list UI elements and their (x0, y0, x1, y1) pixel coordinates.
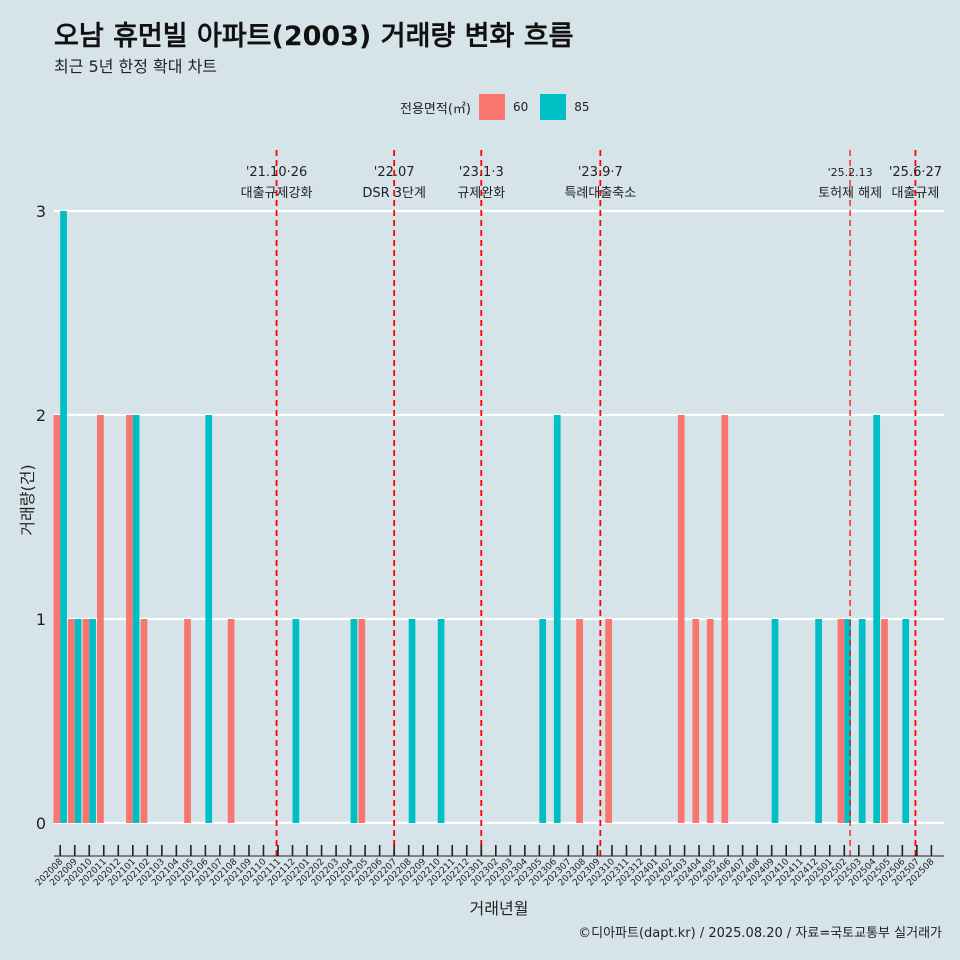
event-label: 특례대출축소 (564, 186, 636, 201)
y-axis-label: 거래량(건) (18, 464, 37, 535)
event-date: '25.6·27 (889, 165, 942, 180)
bar-85-202008 (60, 211, 67, 823)
event-date: '25.2.13 (828, 166, 873, 179)
bar-60-202101 (126, 415, 133, 823)
bar-60-202205 (358, 619, 366, 823)
event-date: '23.9·7 (578, 165, 623, 180)
y-tick-label: 1 (36, 610, 46, 629)
event-lines: '21.10·26 대출규제강화 '22.07 DSR 3단계 '23.1·3 규제완화 '… (241, 150, 942, 856)
bar-85-202204 (350, 619, 358, 823)
event-label: 토허제 해제 (818, 186, 882, 201)
bar-60-202406 (721, 415, 729, 823)
bar-85-202208 (408, 619, 416, 823)
bar-85-202412 (815, 619, 822, 823)
legend-label-85: 85 (574, 100, 590, 114)
bar-85-202409 (771, 619, 779, 823)
event-label: DSR 3단계 (362, 186, 426, 201)
event-date: '21.10·26 (246, 165, 307, 180)
legend-title: 전용면적(㎡) (400, 101, 471, 117)
legend: 전용면적(㎡) 60 85 (400, 93, 602, 121)
event-label: 대출규제강화 (241, 186, 313, 201)
bar-85-202305 (539, 619, 547, 823)
event-label: 규제완화 (457, 186, 505, 201)
chart-title: 오남 휴먼빌 아파트(2003) 거래량 변화 흐름 (54, 21, 574, 52)
bar-60-202105 (184, 619, 191, 823)
bar-60-202310 (605, 619, 612, 823)
event-date: '23.1·3 (459, 165, 504, 180)
bar-60-202404 (692, 619, 700, 823)
x-axis-label: 거래년월 (470, 899, 529, 918)
legend-label-60: 60 (512, 100, 529, 114)
bar-85-202210 (437, 619, 445, 823)
bar-60-202102 (140, 619, 148, 823)
legend-swatch-60 (478, 94, 505, 120)
y-tick-label: 3 (36, 202, 46, 221)
axes: 0123202008202009202010202011202012202101… (34, 202, 944, 888)
bar-85-202112 (292, 619, 300, 823)
bar-85-202506 (902, 619, 910, 823)
bar-60-202011 (97, 415, 104, 823)
event-label: 대출규제 (892, 186, 940, 201)
bar-85-202503 (858, 619, 866, 823)
event-date: '22.07 (374, 165, 415, 180)
bar-85-202009 (74, 619, 82, 823)
bar-60-202308 (576, 619, 583, 823)
bar-60-202108 (227, 619, 235, 823)
source-caption: ©디아파트(dapt.kr) / 2025.08.20 / 자료=국토교통부 실… (578, 926, 942, 941)
bar-60-202008 (53, 415, 61, 823)
bar-85-202504 (873, 415, 881, 823)
bar-60-202502 (837, 619, 845, 823)
grid-lines (54, 209, 944, 825)
legend-swatch-85 (540, 94, 567, 120)
bar-60-202505 (881, 619, 888, 823)
bar-85-202106 (205, 415, 213, 823)
bar-85-202502 (844, 619, 851, 823)
bar-60-202010 (82, 619, 90, 823)
bar-60-202403 (677, 415, 685, 823)
chart-subtitle: 최근 5년 한정 확대 차트 (54, 57, 218, 76)
bars (53, 211, 910, 823)
bar-85-202010 (89, 619, 96, 823)
y-tick-label: 0 (36, 814, 46, 833)
bar-60-202009 (68, 619, 75, 823)
bar-85-202101 (132, 415, 140, 823)
y-tick-label: 2 (36, 406, 46, 425)
bar-60-202405 (706, 619, 714, 823)
bar-85-202306 (553, 415, 561, 823)
